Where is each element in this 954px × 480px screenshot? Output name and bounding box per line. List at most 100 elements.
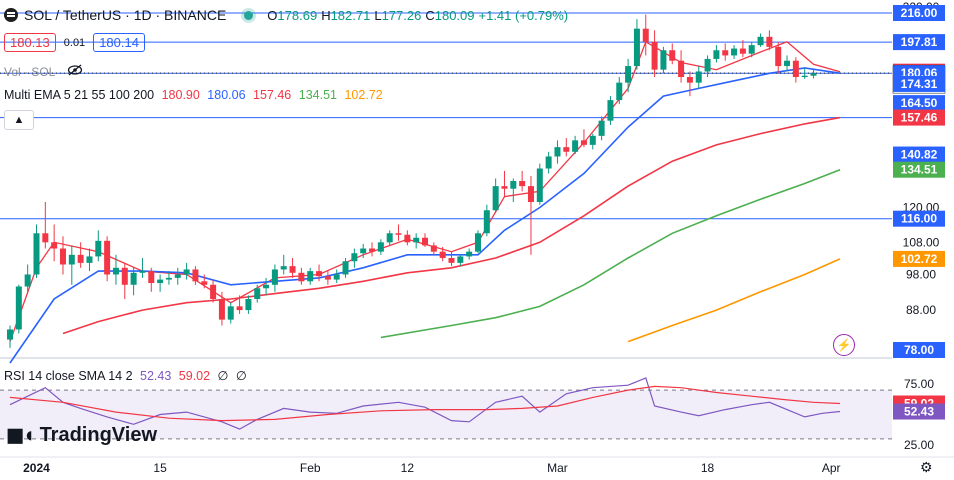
candle[interactable]	[466, 251, 473, 257]
price-axis-label[interactable]	[893, 146, 945, 163]
candle[interactable]	[42, 233, 49, 243]
candle[interactable]	[554, 147, 561, 157]
candle[interactable]	[395, 233, 402, 235]
candle[interactable]	[24, 274, 31, 287]
candle[interactable]	[121, 267, 128, 285]
candle[interactable]	[792, 60, 799, 78]
rsi-legend[interactable]: RSI 14 close SMA 14 2 52.43 59.02 ∅ ∅	[4, 368, 247, 383]
candle[interactable]	[660, 50, 667, 70]
pane-separator[interactable]	[0, 357, 892, 359]
candle[interactable]	[51, 242, 58, 249]
candle[interactable]	[501, 186, 508, 189]
candle[interactable]	[678, 60, 685, 78]
candle[interactable]	[271, 269, 278, 285]
candle[interactable]	[492, 186, 499, 211]
candle[interactable]	[280, 266, 287, 270]
candle[interactable]	[474, 233, 481, 252]
candle[interactable]	[157, 279, 164, 284]
candle[interactable]	[174, 274, 181, 278]
candle[interactable]	[130, 272, 137, 285]
candle[interactable]	[598, 120, 605, 136]
candle[interactable]	[254, 288, 261, 299]
candle[interactable]	[342, 261, 349, 275]
candle[interactable]	[404, 234, 411, 243]
candle[interactable]	[748, 45, 755, 54]
candle[interactable]	[245, 298, 252, 311]
price-axis-label[interactable]	[893, 34, 945, 51]
price-axis-label[interactable]	[893, 109, 945, 126]
candle[interactable]	[210, 284, 217, 299]
candle[interactable]	[236, 306, 243, 311]
candle[interactable]	[739, 48, 746, 54]
candle[interactable]	[59, 248, 66, 265]
candle[interactable]	[324, 276, 331, 280]
candle[interactable]	[351, 253, 358, 262]
candle[interactable]	[784, 60, 791, 67]
candle[interactable]	[642, 28, 649, 42]
candle[interactable]	[651, 41, 658, 70]
price-axis-label[interactable]	[893, 75, 945, 92]
candle[interactable]	[457, 256, 464, 263]
candle[interactable]	[722, 50, 729, 56]
candle[interactable]	[307, 271, 314, 282]
candle[interactable]	[201, 281, 208, 285]
candle[interactable]	[775, 46, 782, 67]
candle[interactable]	[766, 36, 773, 47]
candle[interactable]	[810, 73, 817, 76]
candle[interactable]	[686, 77, 693, 83]
candle[interactable]	[801, 75, 808, 78]
candle[interactable]	[757, 36, 764, 46]
candle[interactable]	[545, 156, 552, 169]
candle[interactable]	[510, 180, 517, 189]
candle[interactable]	[139, 271, 146, 273]
candle[interactable]	[580, 140, 587, 145]
candle[interactable]	[148, 271, 155, 284]
candle[interactable]	[633, 28, 640, 67]
candle[interactable]	[563, 147, 570, 152]
candle[interactable]	[483, 210, 490, 234]
candle[interactable]	[422, 237, 429, 246]
candle[interactable]	[165, 277, 172, 280]
rsi-axis-label[interactable]	[893, 403, 945, 420]
candle[interactable]	[704, 58, 711, 72]
candle[interactable]	[669, 50, 676, 61]
candle[interactable]	[218, 298, 225, 320]
candle[interactable]	[519, 180, 526, 187]
candle[interactable]	[572, 140, 579, 152]
candle[interactable]	[369, 248, 376, 252]
sell-button[interactable]: 180.13	[4, 33, 56, 52]
price-axis-label[interactable]	[893, 5, 945, 21]
candle[interactable]	[104, 240, 111, 275]
eye-off-icon[interactable]	[67, 64, 83, 79]
candle[interactable]	[316, 271, 323, 277]
symbol-title[interactable]: SOL / TetherUS · 1D · BINANCE	[24, 7, 227, 23]
candle[interactable]	[430, 245, 437, 252]
price-axis-label[interactable]	[893, 161, 945, 178]
candle[interactable]	[536, 168, 543, 203]
tradingview-brand[interactable]: ◼◖ TradingView	[6, 422, 157, 448]
price-axis-label[interactable]	[893, 250, 945, 267]
gear-icon[interactable]: ⚙	[920, 459, 933, 475]
bolt-icon[interactable]: ⚡	[833, 334, 855, 356]
candle[interactable]	[616, 82, 623, 101]
candle[interactable]	[695, 71, 702, 83]
candle[interactable]	[86, 256, 93, 263]
candle[interactable]	[192, 269, 199, 282]
candle[interactable]	[68, 254, 75, 265]
candle[interactable]	[713, 50, 720, 59]
candle[interactable]	[227, 306, 234, 320]
candle[interactable]	[263, 284, 270, 289]
buy-button[interactable]: 180.14	[93, 33, 145, 52]
candle[interactable]	[625, 66, 632, 83]
collapse-legend-button[interactable]: ▲	[4, 110, 34, 130]
candle[interactable]	[289, 266, 296, 273]
candle[interactable]	[333, 274, 340, 280]
candle[interactable]	[95, 240, 102, 257]
candle[interactable]	[77, 254, 84, 263]
candle[interactable]	[15, 286, 22, 330]
candle[interactable]	[360, 248, 367, 254]
candle[interactable]	[112, 267, 119, 275]
candle[interactable]	[7, 329, 13, 340]
candle[interactable]	[298, 272, 305, 282]
